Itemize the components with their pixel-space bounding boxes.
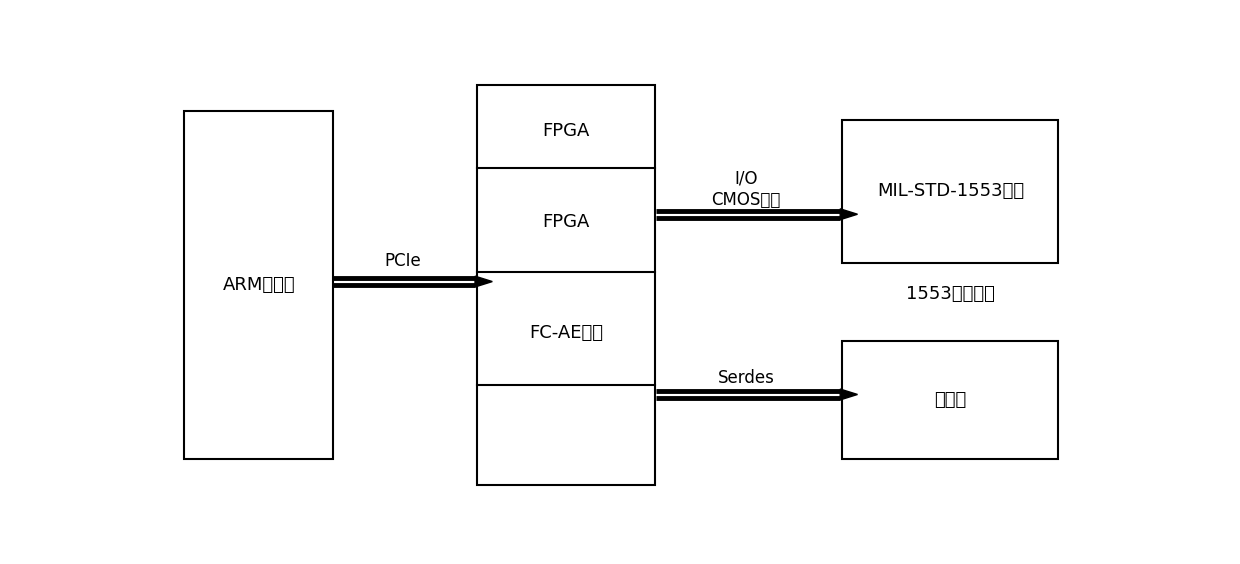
Text: Serdes: Serdes [718, 369, 775, 387]
Text: FPGA: FPGA [543, 213, 590, 231]
Bar [842, 341, 1058, 459]
Polygon shape [841, 209, 858, 219]
Text: 1553控制模块: 1553控制模块 [906, 284, 996, 302]
Text: ARM控制器: ARM控制器 [222, 276, 295, 294]
Polygon shape [841, 389, 858, 400]
Text: PCIe: PCIe [384, 252, 422, 270]
Bar [184, 111, 332, 459]
Polygon shape [475, 276, 492, 287]
Text: I/O
CMOS电平: I/O CMOS电平 [712, 170, 781, 209]
Text: FC-AE模块: FC-AE模块 [529, 324, 604, 342]
Text: FPGA: FPGA [543, 122, 590, 140]
Text: 光模块: 光模块 [935, 391, 967, 409]
Text: MIL-STD-1553模块: MIL-STD-1553模块 [877, 182, 1024, 200]
Bar [842, 120, 1058, 263]
Bar [477, 85, 655, 484]
